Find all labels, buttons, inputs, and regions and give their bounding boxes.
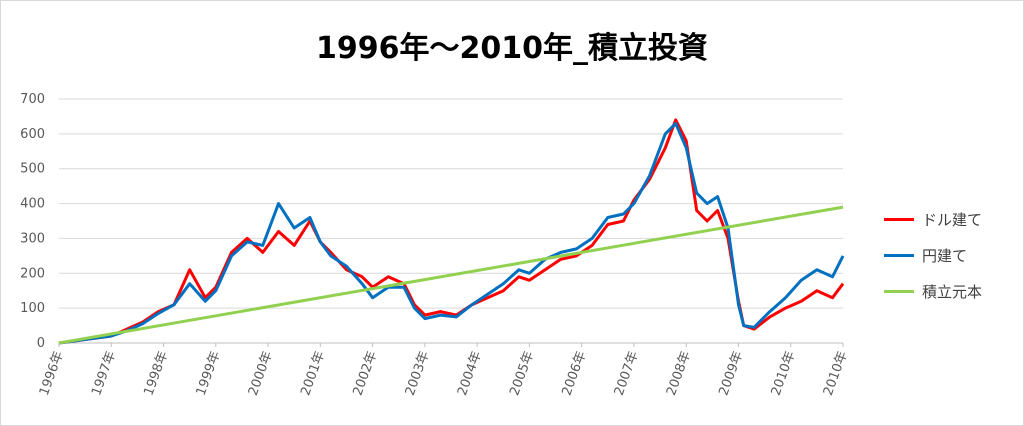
legend-item: ドル建て	[884, 201, 982, 237]
y-tick-label: 200	[20, 266, 45, 281]
x-tick-label: 2002年	[350, 349, 380, 397]
x-tick-label: 2006年	[560, 349, 590, 397]
y-axis-ticks: 0 100 200 300 400 500 600 700	[20, 92, 45, 351]
x-tick-label: 1996年	[37, 349, 67, 397]
x-tick-label: 2010年	[769, 349, 799, 397]
legend-label: 円建て	[922, 246, 968, 265]
legend-item: 積立元本	[884, 273, 982, 309]
legend-label: ドル建て	[922, 210, 983, 229]
x-tick-label: 2004年	[455, 349, 485, 397]
x-tick-label: 2009年	[716, 349, 746, 397]
x-tick-label: 2001年	[298, 349, 328, 397]
x-tick-label: 2010年	[821, 349, 851, 397]
series-line-1	[58, 118, 845, 345]
legend: ドル建て円建て積立元本	[884, 201, 982, 309]
x-tick-label: 2005年	[507, 349, 537, 397]
y-tick-label: 600	[20, 127, 45, 142]
x-tick-label: 1997年	[89, 349, 119, 397]
legend-swatch	[884, 217, 914, 221]
y-tick-label: 0	[37, 336, 45, 351]
x-tick-label: 2008年	[664, 349, 694, 397]
series-line-2	[58, 121, 845, 345]
x-tick-label: 2003年	[403, 349, 433, 397]
x-axis-ticks: 1996年 1997年 1998年 1999年 2000年 2001年 2002年 2003年…	[37, 343, 851, 398]
series-line-3	[58, 205, 844, 345]
x-tick-label: 2000年	[246, 349, 276, 397]
legend-swatch	[884, 289, 914, 293]
y-tick-label: 100	[20, 301, 45, 316]
chart-title: 1996年～2010年_積立投資	[316, 31, 708, 66]
y-tick-label: 300	[20, 231, 45, 246]
series-lines	[58, 118, 845, 345]
legend-item: 円建て	[884, 237, 982, 273]
y-tick-label: 700	[20, 92, 45, 107]
y-tick-label: 500	[20, 162, 45, 177]
legend-label: 積立元本	[922, 282, 983, 301]
legend-swatch	[884, 253, 914, 257]
x-tick-label: 2007年	[612, 349, 642, 397]
y-tick-label: 400	[20, 197, 45, 212]
x-tick-label: 1998年	[141, 349, 171, 397]
x-tick-label: 1999年	[194, 349, 224, 397]
